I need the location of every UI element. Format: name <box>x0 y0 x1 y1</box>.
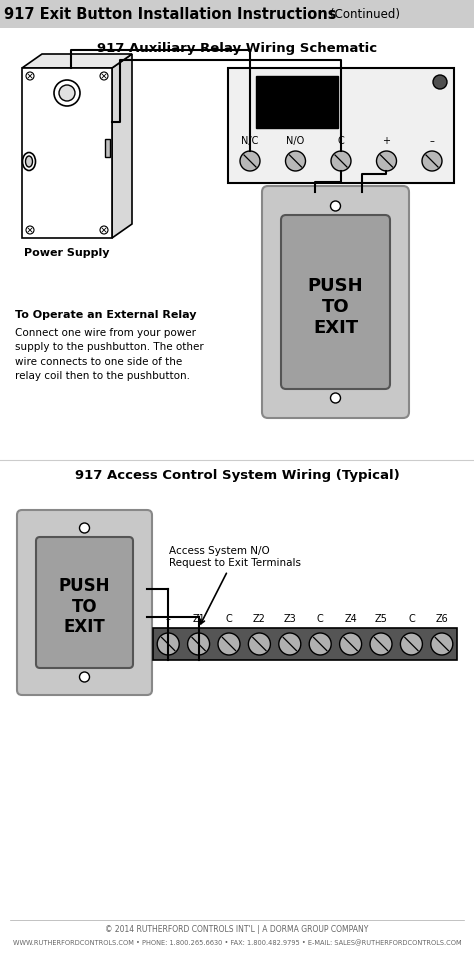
Text: 917 Exit Button Installation Instructions: 917 Exit Button Installation Instruction… <box>4 7 337 21</box>
Bar <box>22 68 112 238</box>
Circle shape <box>422 151 442 171</box>
Text: WWW.RUTHERFORDCONTROLS.COM • PHONE: 1.800.265.6630 • FAX: 1.800.482.9795 • E-MAI: WWW.RUTHERFORDCONTROLS.COM • PHONE: 1.80… <box>13 940 461 946</box>
Circle shape <box>431 633 453 655</box>
Circle shape <box>218 633 240 655</box>
Text: Power Supply: Power Supply <box>24 248 110 258</box>
Text: Z1: Z1 <box>192 614 205 624</box>
Text: –: – <box>166 614 171 624</box>
Text: PUSH
TO
EXIT: PUSH TO EXIT <box>308 277 363 337</box>
Text: +: + <box>383 136 391 146</box>
Bar <box>105 140 110 158</box>
Text: C: C <box>408 614 415 624</box>
Text: C: C <box>317 614 324 624</box>
Circle shape <box>240 151 260 171</box>
Circle shape <box>80 523 90 533</box>
Circle shape <box>370 633 392 655</box>
Text: C: C <box>226 614 232 624</box>
FancyBboxPatch shape <box>281 215 390 389</box>
Text: Z5: Z5 <box>374 614 387 624</box>
Circle shape <box>330 201 340 211</box>
Text: (Continued): (Continued) <box>330 8 400 20</box>
Text: © 2014 RUTHERFORD CONTROLS INT'L | A DORMA GROUP COMPANY: © 2014 RUTHERFORD CONTROLS INT'L | A DOR… <box>105 925 369 935</box>
Polygon shape <box>22 54 132 68</box>
Text: Z3: Z3 <box>283 614 296 624</box>
Text: 917 Auxiliary Relay Wiring Schematic: 917 Auxiliary Relay Wiring Schematic <box>97 41 377 54</box>
Circle shape <box>285 151 306 171</box>
Bar <box>256 76 338 128</box>
Circle shape <box>309 633 331 655</box>
Circle shape <box>100 72 108 80</box>
Circle shape <box>248 633 270 655</box>
Circle shape <box>26 72 34 80</box>
FancyBboxPatch shape <box>36 537 133 668</box>
Circle shape <box>433 75 447 89</box>
Text: N/O: N/O <box>286 136 305 146</box>
Bar <box>0 0 474 28</box>
Text: To Operate an External Relay: To Operate an External Relay <box>15 310 197 320</box>
Ellipse shape <box>26 156 33 167</box>
Text: –: – <box>429 136 435 146</box>
Circle shape <box>376 151 396 171</box>
Text: PUSH
TO
EXIT: PUSH TO EXIT <box>59 576 110 637</box>
Circle shape <box>54 80 80 106</box>
Circle shape <box>100 226 108 234</box>
Bar <box>153 628 457 660</box>
Circle shape <box>80 672 90 682</box>
Text: Connect one wire from your power
supply to the pushbutton. The other
wire connec: Connect one wire from your power supply … <box>15 328 204 381</box>
Text: N/C: N/C <box>241 136 259 146</box>
Circle shape <box>157 633 179 655</box>
Circle shape <box>188 633 210 655</box>
Circle shape <box>339 633 362 655</box>
Text: Z4: Z4 <box>344 614 357 624</box>
Polygon shape <box>112 54 132 238</box>
Circle shape <box>330 393 340 403</box>
Text: Access System N/O
Request to Exit Terminals: Access System N/O Request to Exit Termin… <box>169 547 301 624</box>
Circle shape <box>331 151 351 171</box>
Bar <box>228 68 454 183</box>
FancyBboxPatch shape <box>17 510 152 695</box>
Text: 917 Access Control System Wiring (Typical): 917 Access Control System Wiring (Typica… <box>74 468 400 482</box>
Circle shape <box>401 633 422 655</box>
FancyBboxPatch shape <box>262 186 409 418</box>
Text: C: C <box>337 136 345 146</box>
Text: Z6: Z6 <box>436 614 448 624</box>
Text: Z2: Z2 <box>253 614 266 624</box>
Circle shape <box>59 85 75 101</box>
Circle shape <box>26 226 34 234</box>
Ellipse shape <box>22 153 36 170</box>
Circle shape <box>279 633 301 655</box>
